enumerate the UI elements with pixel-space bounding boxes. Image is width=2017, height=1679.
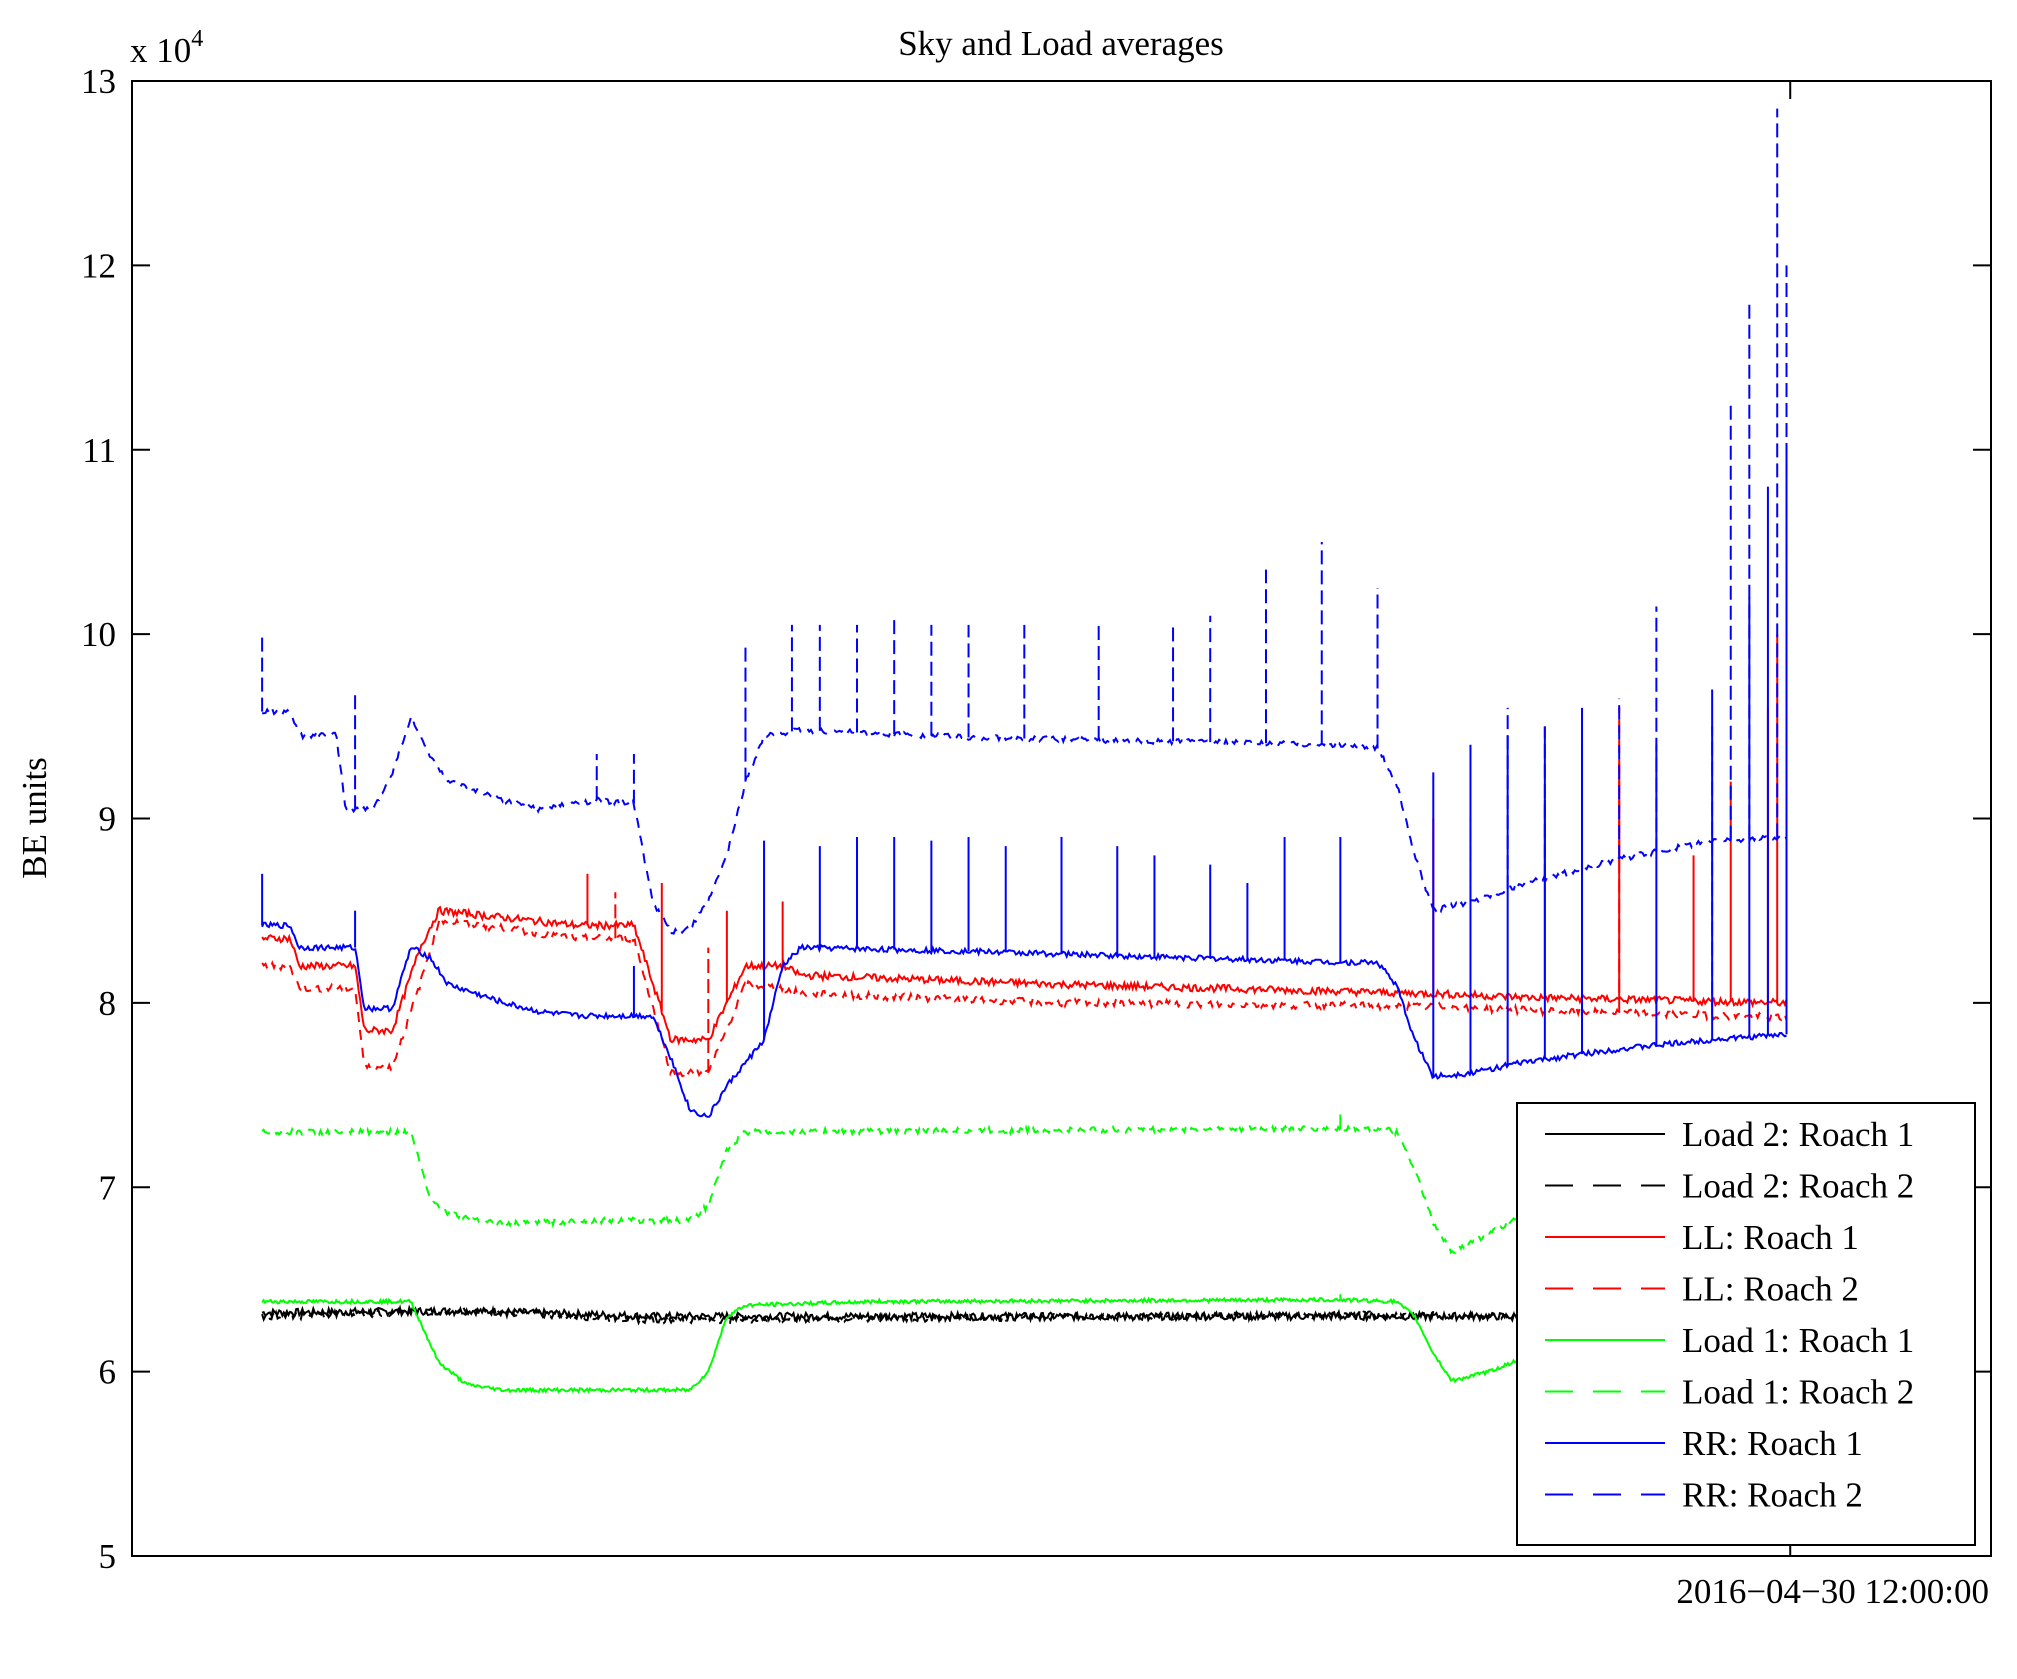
series-5: [261, 1113, 1546, 1255]
legend-label: LL: Roach 2: [1682, 1270, 1859, 1309]
series-line: [261, 905, 1788, 1046]
series-1: [261, 1305, 1658, 1329]
legend-label: Load 1: Roach 1: [1682, 1321, 1914, 1360]
legend: Load 2: Roach 1 Load 2: Roach 2 LL: Roach …: [1516, 1102, 1976, 1546]
series-line: [261, 1123, 1546, 1255]
legend-label: RR: Roach 2: [1682, 1476, 1863, 1515]
legend-label: RR: Roach 1: [1682, 1424, 1863, 1463]
x-tick-label: 2016−04−30 12:00:00: [1676, 1572, 1989, 1611]
series-layer: [261, 108, 1788, 1394]
y-tick-label: 5: [99, 1537, 117, 1576]
y-multiplier: x 104: [130, 26, 203, 70]
series-line: [261, 1305, 1658, 1329]
y-multiplier-exponent: 4: [191, 26, 203, 52]
series-line: [261, 920, 1787, 1118]
series-4: [261, 1294, 1546, 1394]
y-axis: 5 6 7 8 9 10 11 12 13: [81, 62, 1991, 1576]
series-7: [261, 108, 1788, 935]
y-tick-label: 8: [99, 984, 117, 1023]
legend-label: LL: Roach 1: [1682, 1218, 1859, 1257]
legend-label: Load 1: Roach 2: [1682, 1373, 1914, 1412]
legend-label: Load 2: Roach 1: [1682, 1115, 1914, 1154]
y-tick-label: 9: [99, 800, 117, 839]
legend-box: [1516, 1102, 1976, 1546]
series-line: [261, 1296, 1546, 1394]
y-tick-label: 11: [82, 431, 116, 470]
x-axis: 2016−04−30 12:00:00: [1676, 81, 1989, 1611]
series-0: [261, 1304, 1657, 1327]
y-tick-label: 7: [99, 1168, 117, 1207]
series-6: [261, 449, 1788, 1118]
y-tick-label: 10: [81, 615, 116, 654]
series-line: [261, 705, 1788, 935]
series-line: [261, 1304, 1657, 1327]
chart-title: Sky and Load averages: [898, 24, 1224, 63]
y-axis-label: BE units: [15, 757, 54, 879]
y-multiplier-prefix: x 10: [130, 31, 191, 70]
y-tick-label: 13: [81, 62, 116, 101]
series-line: [261, 914, 1788, 1079]
legend-label: Load 2: Roach 2: [1682, 1167, 1914, 1206]
y-tick-label: 6: [99, 1353, 117, 1392]
y-tick-label: 12: [81, 246, 116, 285]
